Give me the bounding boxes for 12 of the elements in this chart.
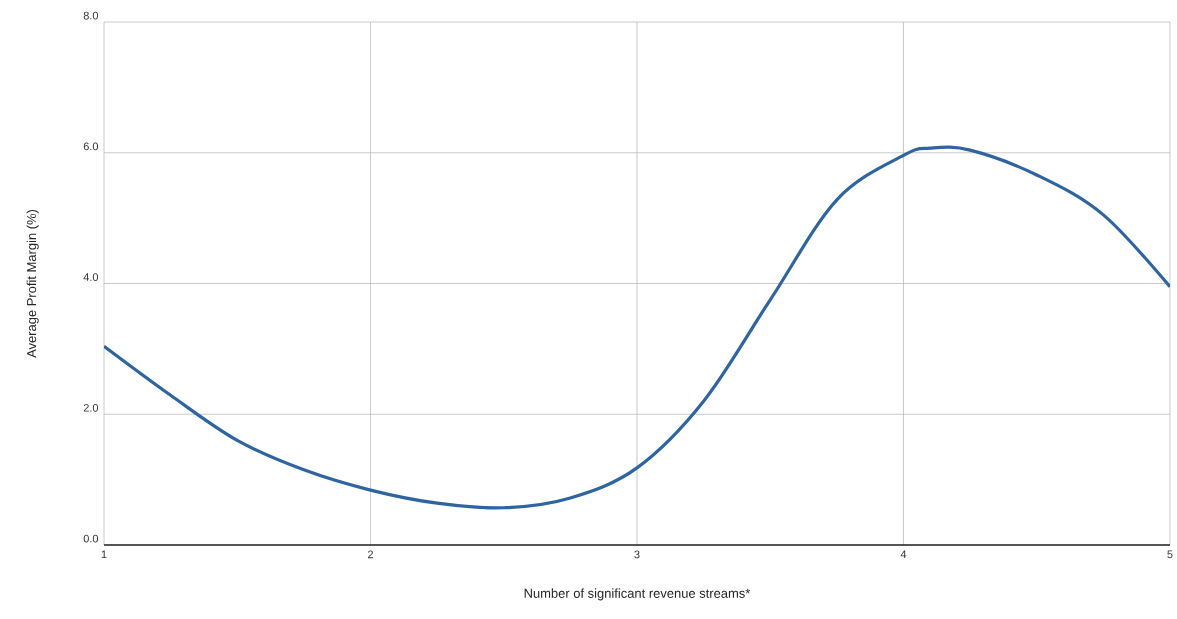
- x-tick-label: 5: [1167, 550, 1173, 559]
- x-tick-label: 2: [367, 550, 373, 559]
- y-tick-label: 4.0: [83, 273, 99, 281]
- x-axis-title: Number of significant revenue streams*: [524, 588, 751, 601]
- x-tick-label: 4: [900, 550, 907, 559]
- y-tick-label: 0.0: [83, 534, 99, 543]
- x-tick-label: 1: [101, 550, 107, 559]
- y-tick-label: 2.0: [83, 403, 99, 412]
- y-tick-label: 8.0: [83, 11, 99, 20]
- x-tick-label: 3: [634, 550, 640, 559]
- y-tick-label: 6.0: [83, 142, 99, 151]
- y-axis-title: Average Profit Margin (%): [26, 209, 39, 358]
